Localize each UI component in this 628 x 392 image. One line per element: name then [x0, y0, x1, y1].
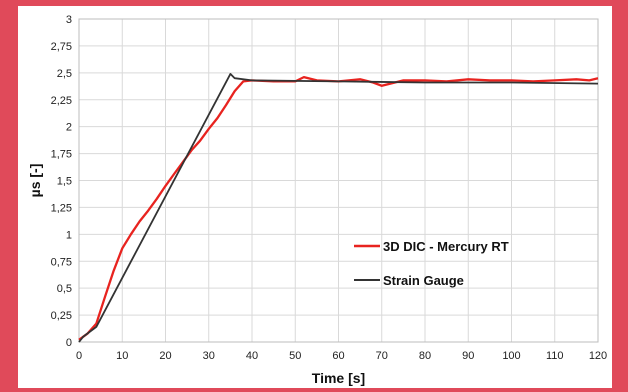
chart-panel: 0 10 20 30 40 50 60 70 80 90 100 110 120 0 0,25 0,5 0,7…	[18, 6, 612, 388]
x-tick-label: 50	[289, 350, 301, 362]
x-tick-labels: 0 10 20 30 40 50 60 70 80 90 100 110 120	[76, 350, 607, 362]
x-axis-title: Time [s]	[312, 370, 365, 386]
y-tick-label: 1,75	[51, 149, 72, 161]
y-tick-label: 2	[66, 122, 72, 134]
x-tick-label: 90	[462, 350, 474, 362]
y-tick-label: 1,5	[57, 176, 72, 188]
x-tick-label: 60	[332, 350, 344, 362]
x-tick-label: 10	[116, 350, 128, 362]
legend-label-dic: 3D DIC - Mercury RT	[383, 239, 509, 254]
x-tick-label: 0	[76, 350, 82, 362]
y-tick-label: 0,5	[57, 283, 72, 295]
series-group	[78, 73, 599, 343]
x-tick-label: 110	[546, 350, 564, 362]
x-tick-label: 30	[203, 350, 215, 362]
plot-area-border	[78, 18, 599, 343]
x-tick-label: 40	[246, 350, 258, 362]
y-tick-label: 2,75	[51, 41, 72, 53]
x-tick-label: 20	[159, 350, 171, 362]
y-tick-label: 2,25	[51, 95, 72, 107]
y-tick-label: 0,25	[51, 310, 72, 322]
legend: 3D DIC - Mercury RT Strain Gauge	[354, 239, 509, 288]
line-chart: 0 10 20 30 40 50 60 70 80 90 100 110 120 0 0,25 0,5 0,7…	[27, 14, 607, 386]
y-tick-label: 0,75	[51, 256, 72, 268]
y-tick-label: 3	[66, 14, 72, 26]
y-tick-label: 2,5	[57, 68, 72, 80]
x-tick-label: 100	[502, 350, 520, 362]
y-axis-title: µs [-]	[27, 164, 43, 198]
grid-lines	[78, 18, 599, 343]
y-tick-label: 0	[66, 337, 72, 349]
legend-label-strain-gauge: Strain Gauge	[383, 273, 464, 288]
x-tick-label: 120	[589, 350, 607, 362]
y-tick-label: 1,25	[51, 202, 72, 214]
series-line-strain-gauge	[78, 73, 599, 343]
x-tick-label: 80	[419, 350, 431, 362]
y-tick-labels: 0 0,25 0,5 0,75 1 1,25 1,5 1,75 2 2,25 2,5 2,75 3	[51, 14, 72, 349]
x-tick-label: 70	[376, 350, 388, 362]
y-tick-label: 1	[66, 229, 72, 241]
